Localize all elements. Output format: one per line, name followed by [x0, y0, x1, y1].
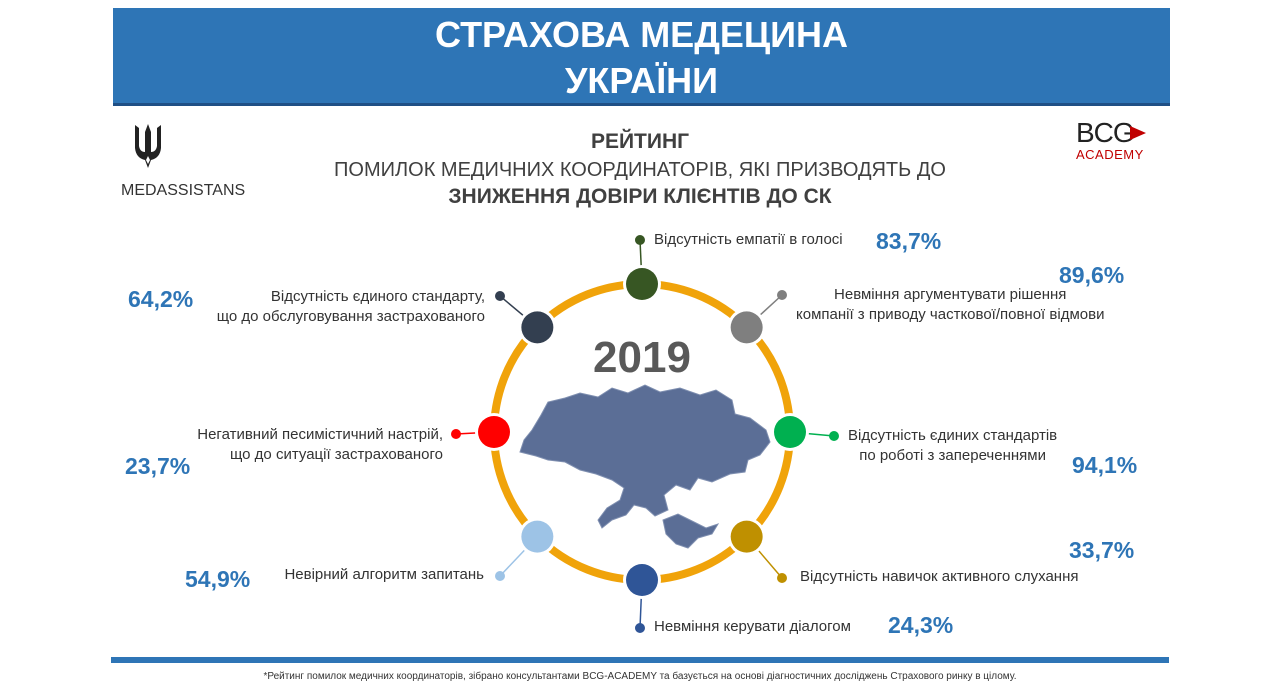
value-label: 23,7%: [125, 453, 191, 479]
heading-line-3: ЗНИЖЕННЯ ДОВІРИ КЛІЄНТІВ ДО СК: [448, 185, 832, 208]
category-label-line: Відсутність емпатії в голосі: [654, 231, 843, 248]
footnote: *Рейтинг помилок медичних координаторів,…: [263, 671, 1017, 682]
bcg-logo-main: BCG: [1076, 117, 1135, 148]
title-banner: СТРАХОВА МЕДЕЦИНА УКРАЇНИ: [113, 8, 1170, 106]
value-label: 64,2%: [128, 286, 194, 312]
bcg-academy-logo: BCG ACADEMY: [1076, 118, 1156, 162]
category-label-line: Невміння керувати діалогом: [654, 618, 851, 635]
heading-line-1: РЕЙТИНГ: [590, 130, 690, 153]
category-marker: [521, 311, 554, 344]
category-marker: [730, 311, 763, 344]
value-label: 94,1%: [1072, 452, 1138, 478]
category-label-line: Відсутність навичок активного слухання: [800, 568, 1079, 585]
title-line-1: СТРАХОВА МЕДЕЦИНА: [434, 14, 849, 55]
category-marker: [478, 416, 510, 448]
label-dot: [495, 291, 505, 301]
category-label-line: Відсутність єдиних стандартів: [848, 427, 1058, 444]
category-label-line: Негативний песимістичний настрій,: [197, 426, 443, 443]
category-marker: [626, 564, 658, 596]
label-dot: [451, 429, 461, 439]
ukraine-map-icon: [519, 384, 771, 529]
title-line-2: УКРАЇНИ: [564, 60, 719, 101]
label-dot: [777, 290, 787, 300]
value-label: 83,7%: [876, 228, 942, 254]
category-label-line: Невірний алгоритм запитань: [284, 566, 484, 583]
play-icon: [1130, 126, 1146, 140]
label-dot: [777, 573, 787, 583]
category-label-line: Невміння аргументувати рішення: [834, 286, 1067, 303]
category-label-line: що до ситуації застрахованого: [230, 446, 443, 463]
year-label: 2019: [593, 333, 691, 382]
category-marker: [626, 268, 658, 300]
label-dot: [635, 235, 645, 245]
label-dot: [829, 431, 839, 441]
bcg-logo-sub: ACADEMY: [1076, 147, 1144, 162]
crimea-map-icon: [662, 513, 720, 549]
value-label: 89,6%: [1059, 262, 1125, 288]
heading-line-2: ПОМИЛОК МЕДИЧНИХ КООРДИНАТОРІВ, ЯКІ ПРИЗ…: [334, 159, 946, 181]
value-label: 33,7%: [1069, 537, 1135, 563]
label-dot: [635, 623, 645, 633]
category-label: Відсутність емпатії в голосі: [654, 230, 843, 250]
value-label: 24,3%: [888, 612, 954, 638]
label-dot: [495, 571, 505, 581]
category-label: Невміння керувати діалогом: [654, 617, 851, 637]
category-label-line: Відсутність єдиного стандарту,: [270, 288, 485, 305]
category-label: Відсутність єдиних стандартів по роботі з…: [848, 426, 1057, 466]
category-label: Відсутність єдиного стандарту, що до обсл…: [217, 287, 485, 327]
category-marker: [774, 416, 806, 448]
category-marker: [521, 520, 554, 553]
category-label-line: по роботі з запереченнями: [859, 447, 1046, 464]
category-label-line: що до обслуговування застрахованого: [216, 308, 485, 325]
category-label: Невірний алгоритм запитань: [284, 565, 484, 585]
value-label: 54,9%: [185, 566, 251, 592]
category-label-line: компанії з приводу часткової/повної відм…: [796, 306, 1105, 323]
trident-icon: [135, 124, 161, 168]
category-label: Невміння аргументувати рішення компанії з…: [796, 285, 1104, 325]
category-label: Негативний песимістичний настрій, що до с…: [197, 425, 443, 465]
bottom-bar: [111, 657, 1169, 663]
category-marker: [730, 520, 763, 553]
category-label: Відсутність навичок активного слухання: [800, 567, 1078, 587]
medassistans-logo-text: MEDASSISTANS: [121, 182, 246, 199]
